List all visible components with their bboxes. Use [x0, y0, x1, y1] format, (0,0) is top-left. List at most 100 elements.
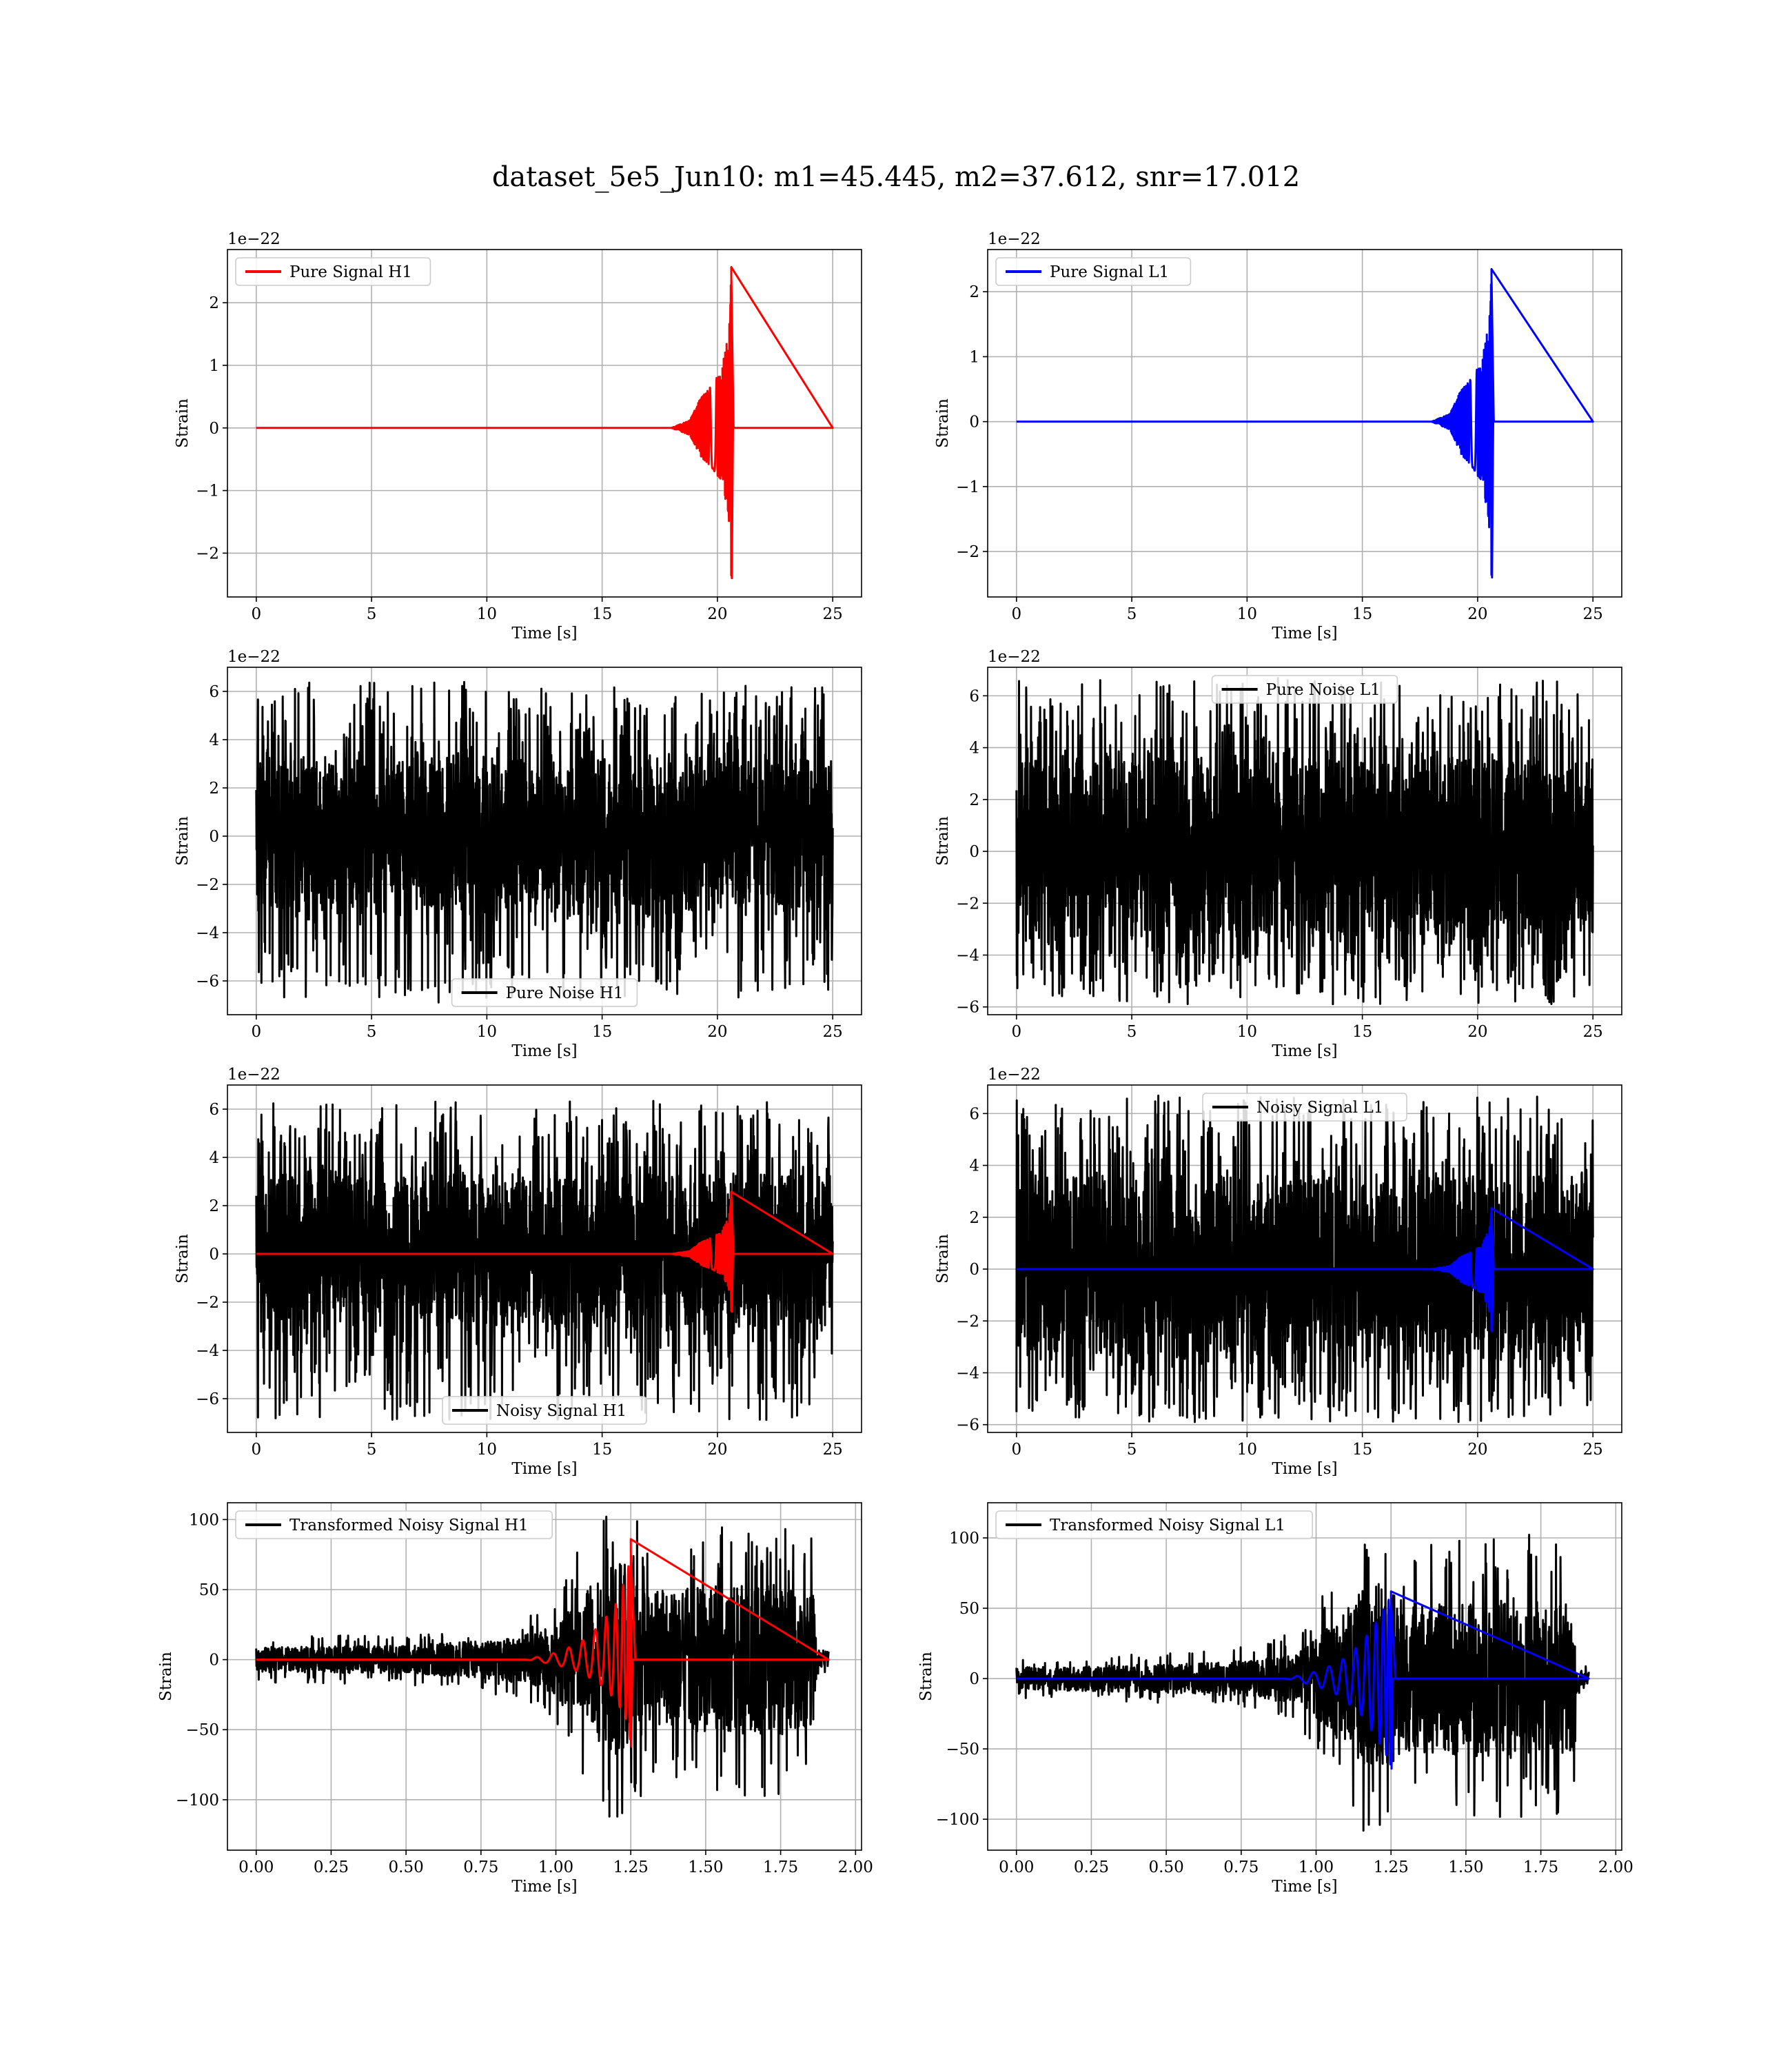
- x-tick-label: 0.50: [1149, 1858, 1184, 1876]
- x-tick-label: 20: [1467, 1441, 1487, 1459]
- legend: Noisy Signal L1: [1202, 1093, 1407, 1122]
- y-tick-label: 0: [969, 843, 979, 861]
- legend: Pure Signal H1: [235, 257, 431, 286]
- series-line-pure-signal-l1: [1015, 267, 1594, 579]
- axis-offset-text: 1e−22: [988, 1066, 1041, 1084]
- x-tick-label: 2.00: [838, 1858, 873, 1876]
- legend-label: Noisy Signal H1: [496, 1402, 627, 1420]
- legend-label: Pure Noise H1: [506, 984, 624, 1002]
- x-tick-label: 15: [592, 1023, 612, 1041]
- x-tick-label: 20: [1467, 605, 1487, 623]
- x-tick-label: 0: [251, 1023, 261, 1041]
- series-line-l1-template: [1015, 1590, 1590, 1770]
- y-tick-label: −2: [196, 545, 219, 562]
- axes-frame: [987, 249, 1622, 598]
- y-axis-label: Strain: [934, 398, 952, 448]
- y-tick-label: −50: [946, 1741, 979, 1758]
- x-axis-label: Time [s]: [511, 1460, 577, 1478]
- legend-label: Pure Noise L1: [1266, 681, 1381, 699]
- x-tick-label: 0.25: [314, 1858, 349, 1876]
- figure-title: dataset_5e5_Jun10: m1=45.445, m2=37.612,…: [492, 161, 1300, 193]
- subplot-pure-noise-l1: 0 5 10 15 20 25 −6 −4 −2 0 2 4 6 Time [s] Strain 1e−22 P…: [934, 648, 1622, 1060]
- y-axis-label: Strain: [157, 1652, 175, 1701]
- x-tick-label: 10: [477, 1441, 497, 1459]
- legend: Pure Noise L1: [1211, 675, 1398, 704]
- x-axis-label: Time [s]: [511, 1878, 577, 1896]
- axis-offset-text: 1e−22: [988, 230, 1041, 248]
- x-axis-label: Time [s]: [1272, 1042, 1337, 1060]
- x-tick-label: 25: [823, 605, 843, 623]
- legend-box: [442, 1396, 647, 1425]
- x-tick-label: 1.50: [1448, 1858, 1483, 1876]
- y-tick-label: −100: [176, 1792, 219, 1810]
- y-tick-label: 6: [969, 1105, 979, 1123]
- x-tick-label: 0.50: [389, 1858, 424, 1876]
- x-tick-label: 0.25: [1074, 1858, 1109, 1876]
- legend-label: Transformed Noisy Signal H1: [289, 1517, 529, 1534]
- y-tick-label: −6: [956, 1417, 979, 1435]
- y-axis-label: Strain: [934, 816, 952, 866]
- series-group: [255, 265, 834, 580]
- y-tick-label: 100: [949, 1530, 979, 1548]
- y-tick-label: 0: [209, 1652, 219, 1670]
- x-tick-label: 5: [1127, 1441, 1137, 1459]
- y-tick-label: 2: [209, 1197, 219, 1215]
- legend-label: Pure Signal H1: [289, 263, 412, 281]
- axes-frame: [227, 249, 862, 598]
- axes-frame: [987, 1502, 1622, 1851]
- axes-frame: [227, 1084, 862, 1433]
- legend: Noisy Signal H1: [442, 1396, 647, 1425]
- x-tick-label: 0: [251, 1441, 261, 1459]
- series-line-pure-signal-h1: [255, 265, 834, 580]
- y-tick-label: 1: [209, 357, 219, 375]
- legend-label: Transformed Noisy Signal L1: [1050, 1517, 1285, 1534]
- series-line-h1-template: [255, 1538, 830, 1748]
- x-tick-label: 25: [1583, 605, 1603, 623]
- x-tick-label: 1.00: [538, 1858, 573, 1876]
- series-line-h1-template: [255, 1190, 834, 1313]
- legend-box: [1211, 675, 1398, 704]
- axes-frame: [227, 1502, 862, 1851]
- axis-offset-text: 1e−22: [227, 1066, 281, 1084]
- y-tick-label: 0: [969, 414, 979, 432]
- series-line-pure-noise-l1: [1015, 677, 1594, 1006]
- legend-box: [1202, 1093, 1407, 1122]
- y-tick-label: 6: [969, 687, 979, 705]
- y-tick-label: −2: [956, 543, 979, 561]
- axis-offset-text: 1e−22: [227, 230, 281, 248]
- series-group: [1015, 267, 1594, 579]
- plot-area: [227, 250, 862, 597]
- x-tick-label: 1.00: [1299, 1858, 1334, 1876]
- x-tick-label: 20: [1467, 1023, 1487, 1041]
- series-group: [255, 1099, 834, 1421]
- legend-label: Pure Signal L1: [1050, 263, 1169, 281]
- series-line-pure-noise-h1: [255, 680, 834, 1004]
- y-tick-label: 6: [209, 683, 219, 701]
- axes-frame: [987, 667, 1622, 1015]
- y-tick-label: 0: [209, 828, 219, 846]
- legend: Pure Noise H1: [451, 978, 638, 1007]
- x-tick-label: 0.75: [463, 1858, 498, 1876]
- series-line-transformed-noisy-signal-h1: [255, 1515, 830, 1818]
- y-tick-label: −4: [196, 1342, 219, 1360]
- axis-offset-text: 1e−22: [227, 648, 281, 666]
- x-axis-label: Time [s]: [511, 625, 577, 642]
- x-tick-label: 0: [251, 605, 261, 623]
- x-axis-label: Time [s]: [1272, 625, 1337, 642]
- x-tick-label: 25: [823, 1441, 843, 1459]
- legend: Transformed Noisy Signal H1: [235, 1510, 553, 1539]
- y-tick-label: 4: [209, 731, 219, 749]
- subplot-noisy-signal-l1: 0 5 10 15 20 25 −6 −4 −2 0 2 4 6 Time [s] Strain 1e−22 N…: [934, 1066, 1622, 1478]
- x-tick-label: 20: [707, 605, 727, 623]
- subplot-transformed-noisy-signal-l1: 0.00 0.25 0.50 0.75 1.00 1.25 1.50 1.75 2.00 −100…: [917, 1502, 1633, 1896]
- subplot-pure-signal-h1: 0 5 10 15 20 25 −2 −1 0 1 2 Time [s] Strain 1e−22 Pure…: [174, 230, 862, 642]
- x-tick-label: 5: [367, 1023, 377, 1041]
- x-tick-label: 1.25: [1374, 1858, 1409, 1876]
- x-tick-label: 25: [1583, 1441, 1603, 1459]
- series-line-noisy-signal-h1: [255, 1099, 834, 1421]
- axes-frame: [227, 667, 862, 1015]
- y-tick-label: 2: [209, 294, 219, 312]
- y-tick-label: −6: [956, 999, 979, 1017]
- x-tick-label: 5: [367, 1441, 377, 1459]
